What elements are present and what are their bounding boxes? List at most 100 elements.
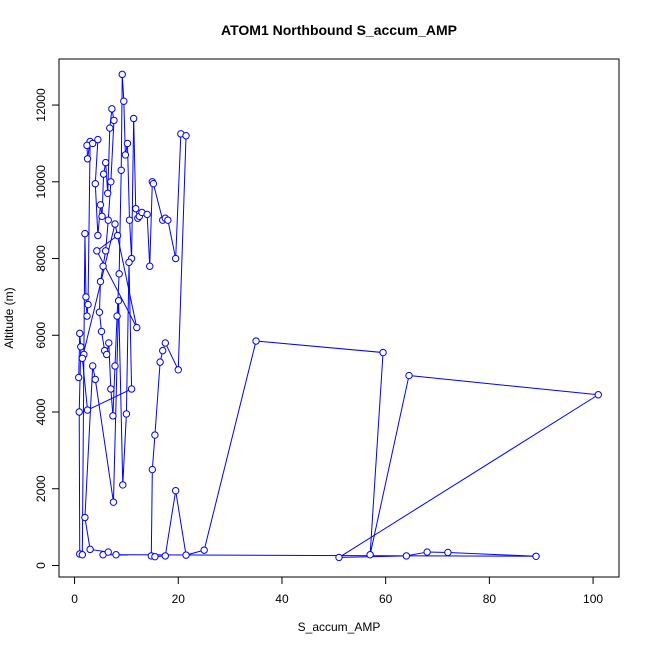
data-point: [107, 385, 115, 393]
data-point: [108, 105, 116, 113]
series-points: [75, 70, 602, 562]
data-point: [98, 212, 106, 221]
series-segment: [146, 214, 151, 267]
series-segment: [150, 469, 153, 556]
data-point: [366, 551, 374, 559]
data-point: [95, 308, 104, 316]
x-axis: 0 20 40 60 80 100: [71, 576, 603, 606]
data-point: [83, 406, 92, 414]
data-point: [75, 373, 83, 382]
data-point: [115, 270, 123, 278]
data-point: [532, 552, 540, 560]
series-segment: [108, 342, 112, 390]
series-segment: [369, 352, 384, 555]
data-point: [127, 385, 136, 393]
chart-title: ATOM1 Northbound S_accum_AMP: [221, 22, 457, 38]
data-point: [133, 323, 141, 332]
data-point: [105, 339, 113, 347]
data-point: [75, 408, 83, 416]
data-point: [114, 297, 123, 305]
data-point: [402, 552, 411, 560]
series-segment: [151, 434, 156, 470]
x-tick-label: 60: [379, 592, 393, 606]
data-point: [113, 231, 122, 240]
series-segment: [154, 362, 161, 436]
data-point: [405, 371, 413, 380]
data-point: [81, 513, 89, 522]
y-tick-label: 10000: [34, 165, 48, 199]
data-point: [120, 97, 128, 105]
series-segment: [94, 139, 99, 184]
series-segment: [116, 554, 537, 557]
series-segment: [175, 133, 182, 259]
data-point: [171, 254, 180, 263]
data-point: [94, 135, 102, 144]
series-segment: [110, 388, 114, 416]
data-point: [161, 339, 169, 347]
x-tick-label: 100: [583, 592, 603, 606]
data-point: [106, 124, 114, 132]
series-line: [78, 74, 599, 558]
data-point: [81, 229, 89, 238]
data-point: [159, 346, 167, 355]
data-point: [86, 545, 94, 554]
data-point: [107, 178, 115, 186]
series-segment: [167, 220, 177, 259]
series-segment: [133, 118, 137, 209]
data-point: [109, 498, 118, 506]
y-tick-label: 0: [34, 562, 48, 569]
data-point: [91, 375, 99, 384]
series-segment: [78, 412, 81, 554]
series-segment: [110, 120, 115, 182]
data-point: [148, 465, 157, 474]
x-tick-label: 20: [172, 592, 186, 606]
data-point: [252, 337, 260, 345]
y-tick-label: 2000: [34, 475, 48, 502]
data-point: [112, 551, 120, 559]
series-segment: [97, 204, 101, 236]
series-segment: [164, 490, 177, 556]
data-point: [123, 139, 132, 148]
data-point: [182, 551, 190, 559]
data-point: [97, 327, 106, 336]
x-tick-label: 80: [483, 592, 497, 606]
data-point: [89, 362, 97, 370]
series-segment: [121, 74, 125, 102]
series-segment: [107, 181, 112, 221]
y-tick-label: 6000: [34, 322, 48, 349]
series-segment: [149, 181, 153, 267]
data-point: [125, 258, 133, 267]
data-point: [594, 391, 602, 399]
series-segment: [98, 281, 101, 313]
series-segment: [118, 300, 124, 485]
data-point: [444, 548, 452, 557]
data-point: [151, 431, 159, 439]
series-segment: [101, 174, 105, 217]
data-point: [78, 551, 87, 559]
series-segment: [84, 517, 91, 550]
data-point: [117, 166, 125, 174]
series-segment: [116, 273, 120, 317]
series-segment: [81, 358, 89, 411]
data-point: [122, 410, 131, 418]
data-point: [146, 262, 154, 270]
x-tick-label: 0: [71, 592, 78, 606]
data-point: [200, 546, 208, 554]
series-segment: [177, 135, 187, 370]
data-point: [83, 312, 91, 320]
data-point: [151, 552, 159, 561]
data-point: [101, 247, 110, 255]
data-point: [104, 189, 112, 197]
series-segment: [128, 262, 133, 389]
data-point: [423, 548, 431, 556]
data-point: [379, 348, 387, 357]
y-tick-label: 8000: [34, 245, 48, 272]
data-point: [119, 481, 127, 489]
data-point: [104, 548, 112, 556]
data-point: [161, 552, 169, 560]
x-tick-label: 40: [275, 592, 289, 606]
series-segment: [105, 220, 109, 251]
data-point: [103, 350, 111, 359]
series-segment: [338, 394, 599, 558]
